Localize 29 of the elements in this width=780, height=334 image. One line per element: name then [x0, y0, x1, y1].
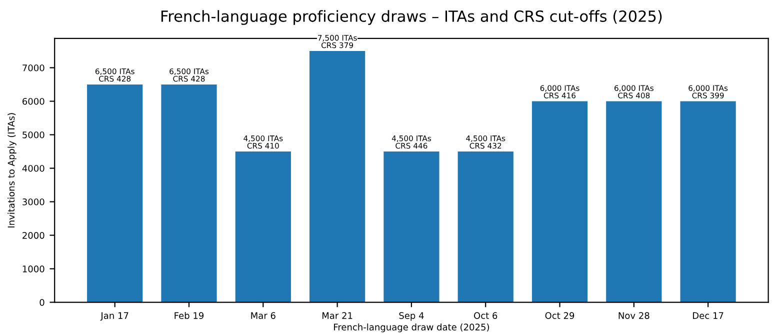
x-tick-label: Nov 28 — [618, 312, 650, 319]
y-tick-label: 4000 — [22, 164, 44, 172]
y-tick-label: 1000 — [22, 265, 44, 272]
bar — [309, 50, 366, 302]
y-tick-label: 0 — [40, 299, 44, 306]
y-tick-label: 2000 — [22, 232, 44, 239]
y-tick-label: 3000 — [22, 198, 44, 206]
x-tick-label: Mar 21 — [322, 312, 352, 319]
x-axis-title: French-language draw date (2025) — [334, 324, 489, 332]
bar — [161, 84, 217, 302]
bar — [606, 101, 662, 302]
x-tick-label: Feb 19 — [174, 312, 204, 319]
x-tick-label: Dec 17 — [693, 312, 724, 319]
bar — [87, 84, 143, 302]
bar — [532, 101, 588, 302]
y-tick-label: 5000 — [22, 131, 44, 138]
chart-title: French-language proficiency draws – ITAs and CRS cut-offs (2025) — [161, 10, 662, 25]
bar — [235, 151, 291, 302]
y-tick-label: 7000 — [22, 64, 44, 72]
x-tick-label: Mar 6 — [251, 312, 276, 319]
y-tick-label: 6000 — [22, 98, 44, 105]
x-tick-label: Jan 17 — [100, 312, 128, 321]
y-axis-title: Invitations to Apply (ITAs) — [8, 113, 16, 228]
x-tick-label: Oct 6 — [474, 312, 498, 319]
x-tick-label: Sep 4 — [399, 312, 424, 321]
bar — [458, 151, 514, 302]
bar — [680, 101, 736, 302]
bar — [384, 151, 440, 302]
x-tick-label: Oct 29 — [545, 312, 574, 319]
